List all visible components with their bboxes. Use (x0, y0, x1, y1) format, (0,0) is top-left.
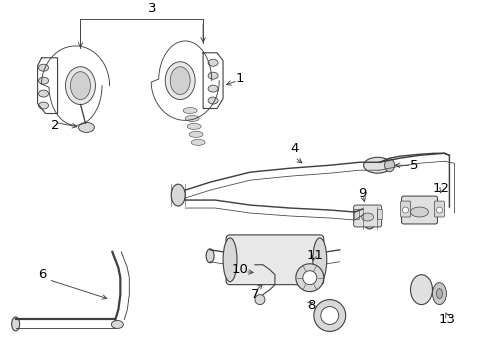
Ellipse shape (384, 159, 394, 172)
Ellipse shape (223, 238, 237, 282)
Ellipse shape (183, 108, 197, 113)
Ellipse shape (165, 62, 195, 100)
Text: 8: 8 (307, 299, 315, 312)
Circle shape (436, 207, 442, 213)
Ellipse shape (65, 67, 95, 104)
Text: 5: 5 (409, 159, 418, 172)
Circle shape (402, 207, 407, 213)
Text: 9: 9 (358, 186, 366, 199)
Text: 4: 4 (290, 142, 299, 155)
FancyBboxPatch shape (353, 205, 381, 227)
Ellipse shape (363, 157, 391, 173)
Ellipse shape (312, 238, 326, 282)
Text: 12: 12 (432, 182, 449, 195)
Ellipse shape (191, 139, 204, 145)
Ellipse shape (39, 77, 48, 84)
Text: 1: 1 (235, 72, 244, 85)
Bar (376, 209, 381, 219)
Ellipse shape (39, 90, 48, 97)
Ellipse shape (208, 85, 218, 92)
Ellipse shape (70, 72, 90, 100)
FancyBboxPatch shape (225, 235, 323, 285)
Ellipse shape (187, 123, 201, 129)
FancyBboxPatch shape (401, 196, 437, 224)
Ellipse shape (361, 213, 373, 221)
Text: 3: 3 (147, 3, 156, 15)
Text: 11: 11 (305, 249, 323, 262)
Ellipse shape (313, 300, 345, 332)
Ellipse shape (302, 271, 316, 285)
Ellipse shape (12, 317, 20, 331)
Ellipse shape (171, 184, 185, 206)
Ellipse shape (362, 207, 376, 229)
Ellipse shape (78, 122, 94, 132)
Text: 2: 2 (51, 119, 60, 132)
Ellipse shape (410, 207, 427, 217)
FancyBboxPatch shape (433, 201, 444, 217)
Ellipse shape (436, 289, 442, 298)
Ellipse shape (295, 264, 323, 292)
Ellipse shape (320, 307, 338, 324)
Ellipse shape (189, 131, 203, 138)
Ellipse shape (431, 283, 446, 305)
Bar (353, 209, 358, 219)
Ellipse shape (39, 102, 48, 109)
Circle shape (254, 294, 264, 305)
Ellipse shape (205, 249, 214, 263)
Text: 6: 6 (39, 268, 47, 281)
Ellipse shape (208, 97, 218, 104)
Ellipse shape (111, 320, 123, 328)
Text: 10: 10 (231, 263, 248, 276)
FancyBboxPatch shape (400, 201, 410, 217)
Ellipse shape (185, 116, 199, 121)
Ellipse shape (39, 64, 48, 71)
Ellipse shape (208, 59, 218, 66)
Ellipse shape (170, 67, 190, 95)
Ellipse shape (410, 275, 431, 305)
Text: 13: 13 (438, 313, 455, 326)
Ellipse shape (208, 72, 218, 79)
Text: 7: 7 (250, 288, 259, 301)
